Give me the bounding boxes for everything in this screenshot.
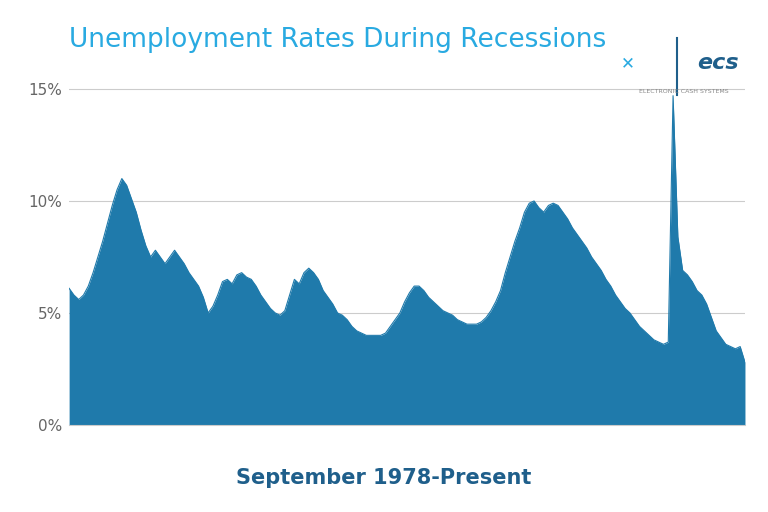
Text: Unemployment Rates During Recessions: Unemployment Rates During Recessions (69, 27, 607, 53)
Text: ELECTRONIC CASH SYSTEMS: ELECTRONIC CASH SYSTEMS (639, 89, 728, 94)
Text: ✕: ✕ (621, 54, 635, 72)
Text: September 1978-Present: September 1978-Present (237, 468, 531, 488)
Text: ecs: ecs (697, 53, 739, 73)
